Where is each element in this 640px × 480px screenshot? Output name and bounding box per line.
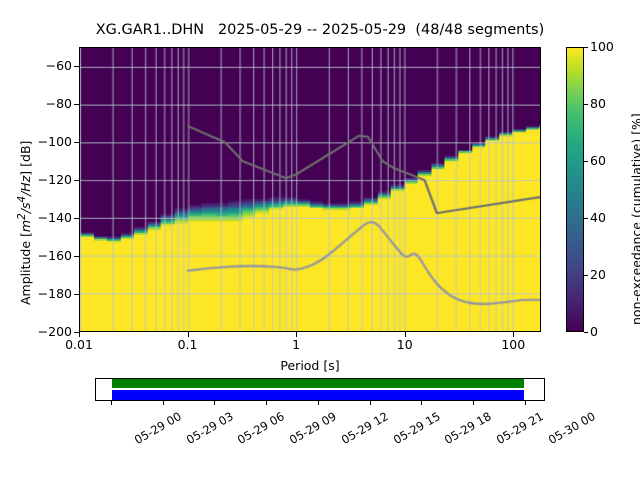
x-tick-mark — [187, 332, 189, 337]
colorbar-tick-mark — [584, 218, 588, 219]
y-tick-label: −120 — [37, 172, 72, 187]
colorbar-tick-mark — [584, 104, 588, 105]
timeline-date-label: 05-29 09 — [287, 409, 339, 447]
timeline-tick-mark — [162, 401, 164, 405]
x-tick-mark — [513, 332, 515, 337]
colorbar-tick-mark — [584, 332, 588, 333]
y-tick-mark — [74, 294, 79, 295]
y-tick-mark — [74, 332, 79, 333]
y-tick-mark — [74, 104, 79, 105]
x-tick-mark — [404, 332, 406, 337]
timeline-date-label: 05-29 12 — [338, 409, 391, 447]
x-tick-label: 0.01 — [65, 337, 93, 352]
timeline-tick-mark — [214, 401, 216, 405]
x-tick-label: 100 — [501, 337, 526, 352]
y-tick-label: −180 — [37, 286, 72, 301]
x-tick-label: 0.1 — [177, 337, 198, 352]
timeline-date-label: 05-29 06 — [235, 409, 288, 447]
timeline-date-label: 05-30 00 — [545, 409, 598, 447]
timeline-tick-mark — [473, 401, 475, 405]
y-tick-mark — [74, 142, 79, 143]
y-axis-label: Amplitude [m2/s4/Hz] [dB] — [16, 140, 34, 305]
y-tick-mark — [74, 218, 79, 219]
timeline-date-label: 05-29 18 — [442, 409, 495, 447]
colorbar-tick-label: 40 — [590, 210, 606, 225]
timeline-date-label: 05-29 21 — [493, 409, 546, 447]
y-tick-label: −140 — [37, 210, 72, 225]
y-tick-mark — [74, 66, 79, 67]
y-tick-label: −60 — [45, 58, 72, 73]
timeline-tick-mark — [369, 401, 371, 405]
y-tick-mark — [74, 180, 79, 181]
timeline-axis[interactable] — [95, 378, 545, 401]
timeline-tick-mark — [421, 401, 423, 405]
colorbar-tick-label: 60 — [590, 153, 606, 168]
timeline-date-label: 05-29 00 — [131, 409, 184, 447]
colorbar-label: non-exceedance (cumulative) [%] — [629, 113, 640, 325]
timeline-date-label: 05-29 15 — [390, 409, 443, 447]
x-axis-label: Period [s] — [280, 358, 340, 373]
colorbar-tick-label: 0 — [590, 324, 598, 339]
data-coverage-bar — [111, 379, 524, 388]
x-tick-label: 1 — [292, 337, 301, 352]
ppsd-density-canvas — [80, 48, 540, 331]
colorbar-tick-label: 20 — [590, 267, 606, 282]
timeline-tick-mark — [266, 401, 268, 405]
page-title: XG.GAR1..DHN 2025-05-29 -- 2025-05-29 (4… — [95, 22, 545, 38]
timeline-tick-mark — [317, 401, 319, 405]
x-tick-mark — [296, 332, 298, 337]
timeline-tick-mark — [110, 401, 112, 405]
colorbar-tick-mark — [584, 47, 588, 48]
psd-segments-bar — [111, 389, 524, 400]
x-tick-label: 10 — [396, 337, 413, 352]
colorbar[interactable] — [566, 47, 584, 332]
colorbar-tick-mark — [584, 275, 588, 276]
x-tick-mark — [79, 332, 80, 337]
colorbar-tick-label: 100 — [590, 39, 614, 54]
colorbar-tick-label: 80 — [590, 96, 606, 111]
y-tick-label: −200 — [37, 324, 72, 339]
timeline-tick-mark — [524, 401, 526, 405]
y-tick-label: −100 — [37, 134, 72, 149]
y-tick-label: −160 — [37, 248, 72, 263]
timeline-date-label: 05-29 03 — [183, 409, 236, 447]
y-tick-mark — [74, 256, 79, 257]
ppsd-plot-area[interactable] — [79, 47, 541, 332]
y-tick-label: −80 — [45, 96, 72, 111]
colorbar-tick-mark — [584, 161, 588, 162]
